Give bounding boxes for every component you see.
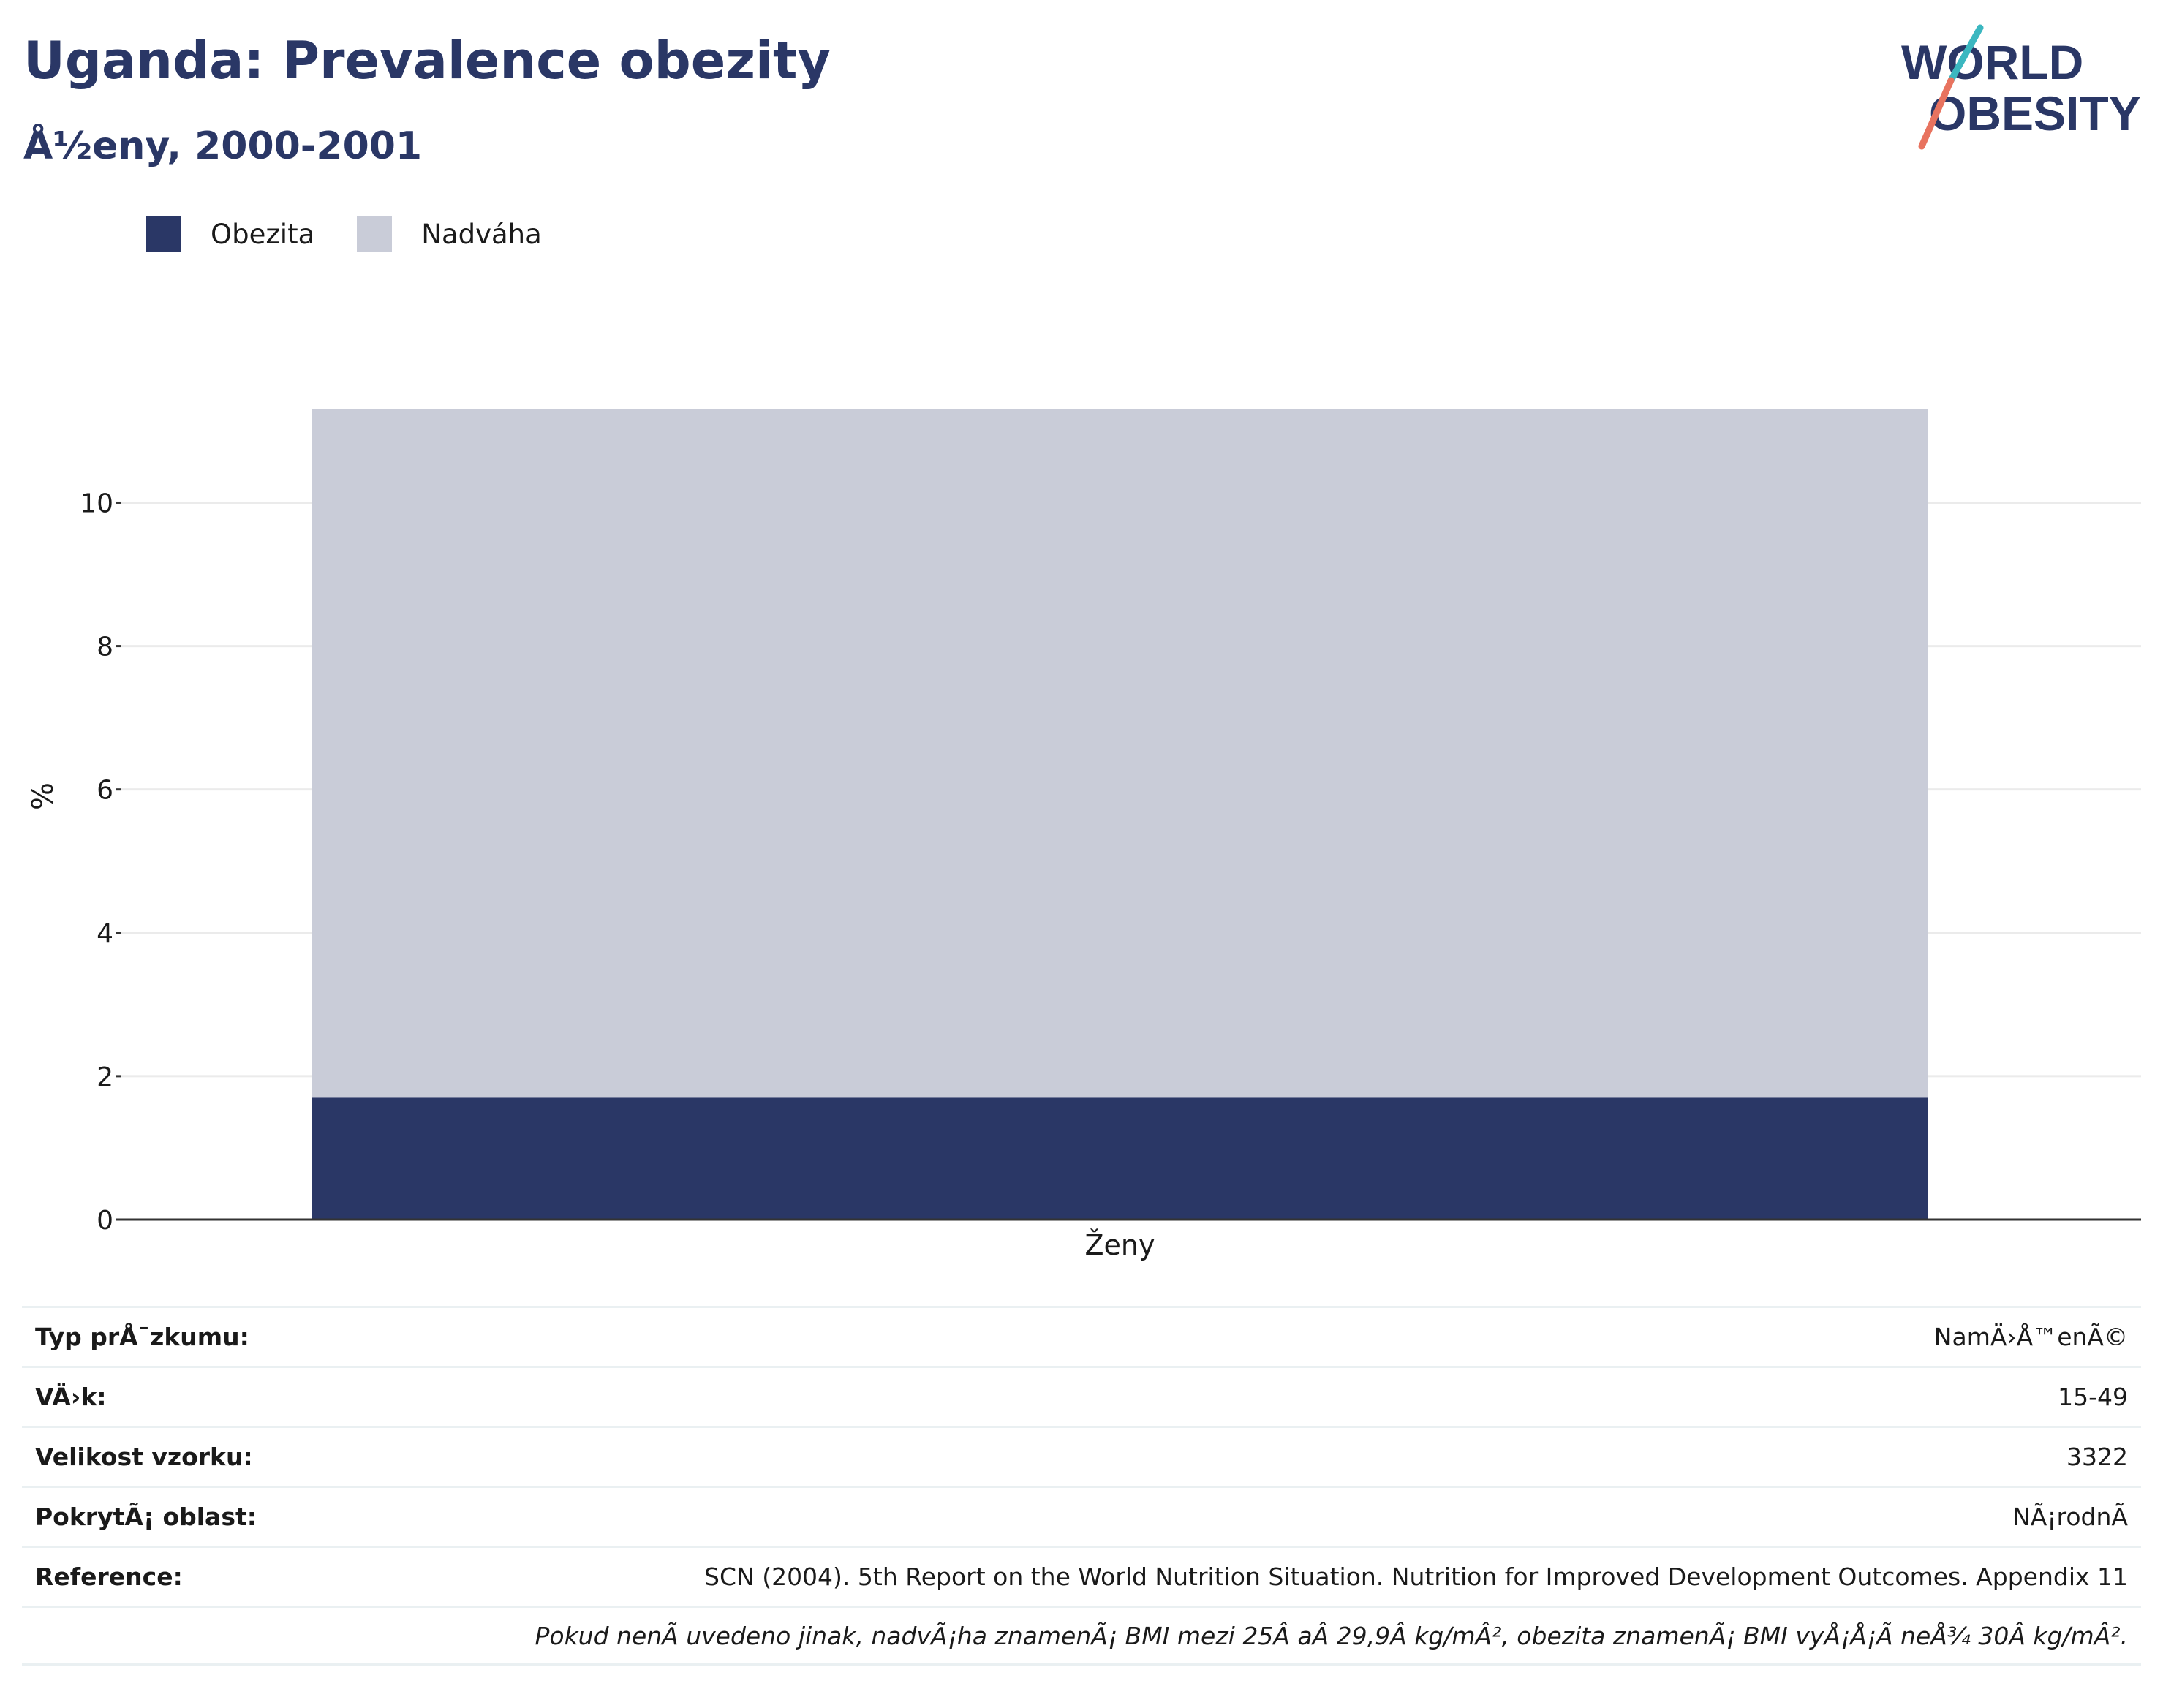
info-row: VÄ›k: 15-49 — [22, 1366, 2141, 1426]
y-tick-label: 2 — [97, 1062, 113, 1092]
info-row: Reference: SCN (2004). 5th Report on the… — [22, 1546, 2141, 1606]
chart-legend: Obezita Nadváha — [146, 216, 584, 252]
info-label: Reference: — [35, 1562, 183, 1591]
y-axis-label: % — [26, 782, 60, 810]
bar-obezita — [312, 1097, 1928, 1220]
info-label: PokrytÃ¡ oblast: — [35, 1503, 257, 1531]
info-table: Typ prÅ¯zkumu: NamÄ›Å™enÃ© VÄ›k: 15-49 V… — [22, 1306, 2141, 1666]
note-text: Pokud nenÃ uvedeno jinak, nadvÃ¡ha zname… — [535, 1621, 2128, 1650]
y-tick-label: 6 — [97, 776, 113, 806]
y-tick-label: 8 — [97, 632, 113, 662]
svg-text:WORLD: WORLD — [1901, 35, 2083, 89]
legend-swatch-nadvaha — [357, 216, 393, 252]
bar-nadváha — [312, 409, 1928, 1098]
info-row: Velikost vzorku: 3322 — [22, 1426, 2141, 1486]
info-value: NÃ¡rodnÃ — [2012, 1503, 2128, 1531]
legend-item-nadvaha[interactable]: Nadváha — [357, 216, 542, 252]
page-subtitle: Å½eny, 2000-2001 — [23, 124, 423, 168]
legend-label: Obezita — [211, 218, 315, 250]
info-row: PokrytÃ¡ oblast: NÃ¡rodnÃ — [22, 1486, 2141, 1546]
page-title: Uganda: Prevalence obezity — [23, 31, 831, 91]
svg-text:OBESITY: OBESITY — [1929, 86, 2141, 140]
stacked-bar-chart: 0 2 4 6 8 10 Ženy% — [26, 409, 2141, 1261]
info-label: Typ prÅ¯zkumu: — [35, 1323, 249, 1351]
definition-note: Pokud nenÃ uvedeno jinak, nadvÃ¡ha zname… — [22, 1606, 2141, 1666]
legend-swatch-obezita — [146, 216, 181, 252]
legend-item-obezita[interactable]: Obezita — [146, 216, 314, 252]
info-label: VÄ›k: — [35, 1383, 107, 1411]
info-value: 3322 — [2066, 1443, 2128, 1471]
info-label: Velikost vzorku: — [35, 1443, 253, 1471]
world-obesity-logo: WORLD OBESITY — [1901, 24, 2141, 150]
info-value: 15-49 — [2058, 1383, 2128, 1411]
info-row: Typ prÅ¯zkumu: NamÄ›Å™enÃ© — [22, 1306, 2141, 1366]
x-tick-label: Ženy — [1085, 1229, 1155, 1261]
y-tick-label: 4 — [97, 919, 113, 949]
y-tick-label: 0 — [97, 1206, 113, 1236]
info-value: SCN (2004). 5th Report on the World Nutr… — [704, 1562, 2128, 1591]
info-value: NamÄ›Å™enÃ© — [1933, 1323, 2128, 1351]
legend-label: Nadváha — [421, 218, 542, 250]
y-tick-label: 10 — [80, 488, 113, 518]
